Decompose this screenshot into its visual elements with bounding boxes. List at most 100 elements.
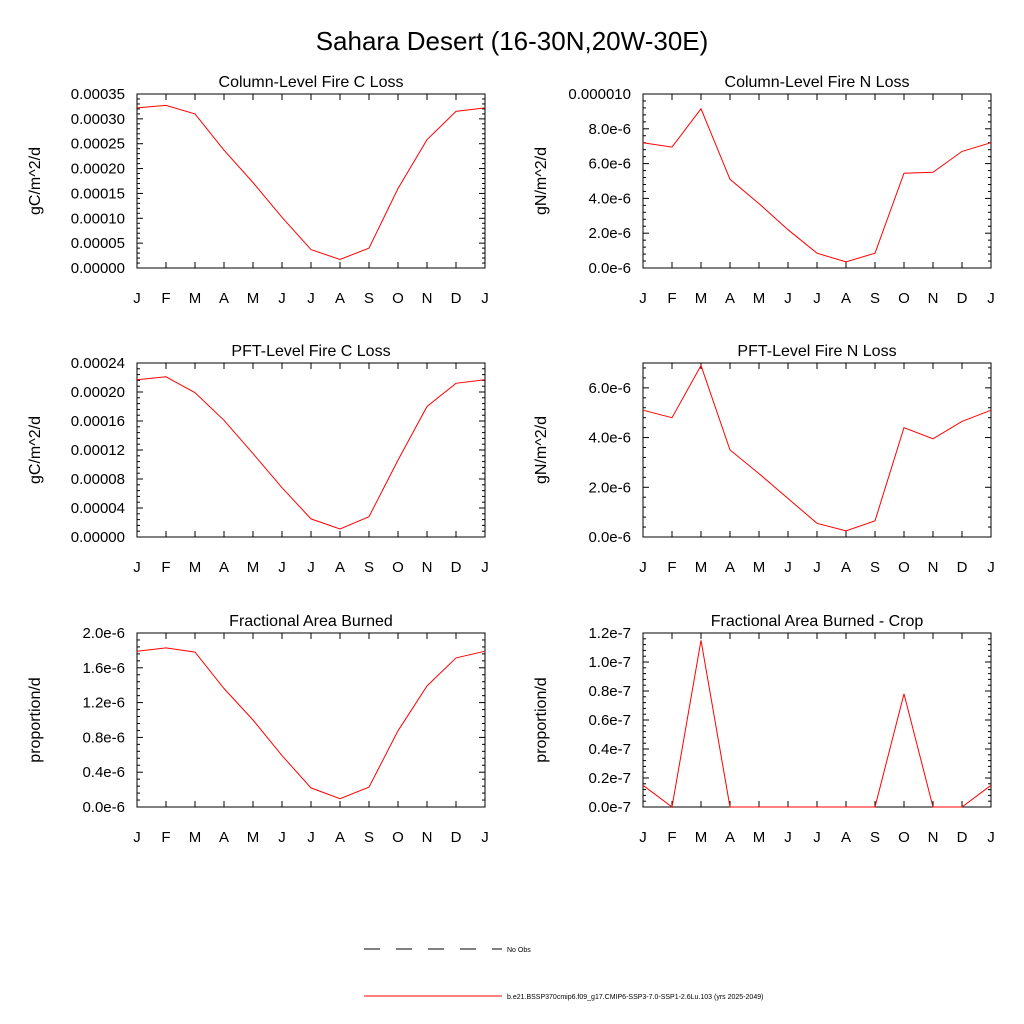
x-tick-label: A xyxy=(219,829,229,846)
y-tick-label: 0.00035 xyxy=(71,86,125,103)
x-tick-label: S xyxy=(364,290,374,307)
y-tick-label: 0.000010 xyxy=(568,86,631,103)
x-tick-label: N xyxy=(422,559,433,576)
y-tick-label: 0.00024 xyxy=(71,355,125,372)
x-tick-label: M xyxy=(753,559,766,576)
x-tick-label: M xyxy=(189,829,202,846)
x-tick-label: A xyxy=(725,829,735,846)
y-tick-label: 2.0e-6 xyxy=(588,225,631,242)
plot-frame xyxy=(642,632,992,808)
x-tick-label: D xyxy=(451,290,462,307)
x-tick-label: O xyxy=(898,290,910,307)
series-line-1 xyxy=(642,640,992,808)
x-tick-label: M xyxy=(753,829,766,846)
y-tick-label: 0.4e-7 xyxy=(588,741,631,758)
x-tick-label: A xyxy=(725,559,735,576)
x-tick-label: D xyxy=(451,829,462,846)
x-tick-label: J xyxy=(307,559,315,576)
x-tick-label: F xyxy=(667,559,676,576)
y-tick-label: 8.0e-6 xyxy=(588,121,631,138)
x-tick-label: D xyxy=(451,559,462,576)
y-tick-label: 0.0e-6 xyxy=(82,799,125,816)
panel-title: Column-Level Fire N Loss xyxy=(725,74,910,91)
x-tick-label: J xyxy=(639,290,647,307)
panel-title: Fractional Area Burned - Crop xyxy=(711,613,924,630)
x-tick-label: J xyxy=(307,290,315,307)
legend-model-label: b.e21.BSSP370cmip6.f09_g17.CMIP6-SSP3-7.… xyxy=(507,994,763,1001)
y-tick-label: 0.00016 xyxy=(71,413,125,430)
y-tick-label: 0.2e-7 xyxy=(588,770,631,787)
x-tick-label: F xyxy=(667,290,676,307)
x-tick-label: J xyxy=(813,829,821,846)
y-tick-label: 0.00005 xyxy=(71,235,125,252)
x-tick-label: J xyxy=(813,290,821,307)
y-tick-label: 1.6e-6 xyxy=(82,660,125,677)
y-tick-label: 1.0e-7 xyxy=(588,654,631,671)
x-tick-label: J xyxy=(481,829,489,846)
y-tick-label: 0.0e-6 xyxy=(588,529,631,546)
series-line-1 xyxy=(642,107,992,263)
y-tick-label: 1.2e-7 xyxy=(588,625,631,642)
x-tick-label: A xyxy=(219,290,229,307)
x-tick-label: M xyxy=(189,290,202,307)
x-tick-label: A xyxy=(335,290,345,307)
series-line-1 xyxy=(136,376,486,530)
x-tick-label: D xyxy=(957,290,968,307)
x-tick-label: J xyxy=(278,290,286,307)
y-axis-label: gC/m^2/d xyxy=(27,147,44,215)
y-axis-label: proportion/d xyxy=(533,677,550,762)
x-tick-label: M xyxy=(247,559,260,576)
y-tick-label: 0.00000 xyxy=(71,529,125,546)
y-tick-label: 6.0e-6 xyxy=(588,156,631,173)
x-tick-label: F xyxy=(161,829,170,846)
y-tick-label: 2.0e-6 xyxy=(588,479,631,496)
y-tick-label: 0.0e-7 xyxy=(588,799,631,816)
x-tick-label: A xyxy=(335,559,345,576)
x-tick-label: J xyxy=(481,290,489,307)
x-tick-label: J xyxy=(133,829,141,846)
x-tick-label: J xyxy=(278,559,286,576)
x-tick-label: D xyxy=(957,829,968,846)
x-tick-label: M xyxy=(753,290,766,307)
x-tick-label: J xyxy=(987,559,995,576)
y-tick-label: 0.00015 xyxy=(71,185,125,202)
x-tick-label: O xyxy=(898,829,910,846)
x-tick-label: S xyxy=(870,559,880,576)
y-axis-label: gN/m^2/d xyxy=(533,416,550,484)
x-tick-label: O xyxy=(392,290,404,307)
y-tick-label: 0.00004 xyxy=(71,500,125,517)
x-tick-label: S xyxy=(364,829,374,846)
x-tick-label: O xyxy=(392,829,404,846)
x-tick-label: F xyxy=(161,290,170,307)
plot-frame xyxy=(642,93,992,269)
x-tick-label: M xyxy=(695,290,708,307)
x-tick-label: F xyxy=(161,559,170,576)
y-axis-label: proportion/d xyxy=(27,677,44,762)
x-tick-label: S xyxy=(364,559,374,576)
x-tick-label: J xyxy=(813,559,821,576)
x-tick-label: M xyxy=(695,559,708,576)
panel-title: PFT-Level Fire N Loss xyxy=(737,343,896,360)
x-tick-label: J xyxy=(278,829,286,846)
series-line-1 xyxy=(136,104,486,261)
x-tick-label: M xyxy=(247,829,260,846)
x-tick-label: N xyxy=(928,559,939,576)
x-tick-label: M xyxy=(695,829,708,846)
panel-title: Column-Level Fire C Loss xyxy=(219,74,404,91)
chart-panel-6: Fractional Area Burned - Crop proportion/… xyxy=(533,613,995,846)
y-tick-label: 4.0e-6 xyxy=(588,190,631,207)
y-tick-label: 0.00000 xyxy=(71,260,125,277)
y-tick-label: 0.00010 xyxy=(71,210,125,227)
x-tick-label: J xyxy=(481,559,489,576)
series-line-1 xyxy=(642,364,992,532)
y-axis-label: gN/m^2/d xyxy=(533,147,550,215)
y-tick-label: 0.4e-6 xyxy=(82,764,125,781)
plot-frame xyxy=(136,93,486,269)
x-tick-label: J xyxy=(987,829,995,846)
plot-frame xyxy=(136,632,486,808)
y-tick-label: 2.0e-6 xyxy=(82,625,125,642)
